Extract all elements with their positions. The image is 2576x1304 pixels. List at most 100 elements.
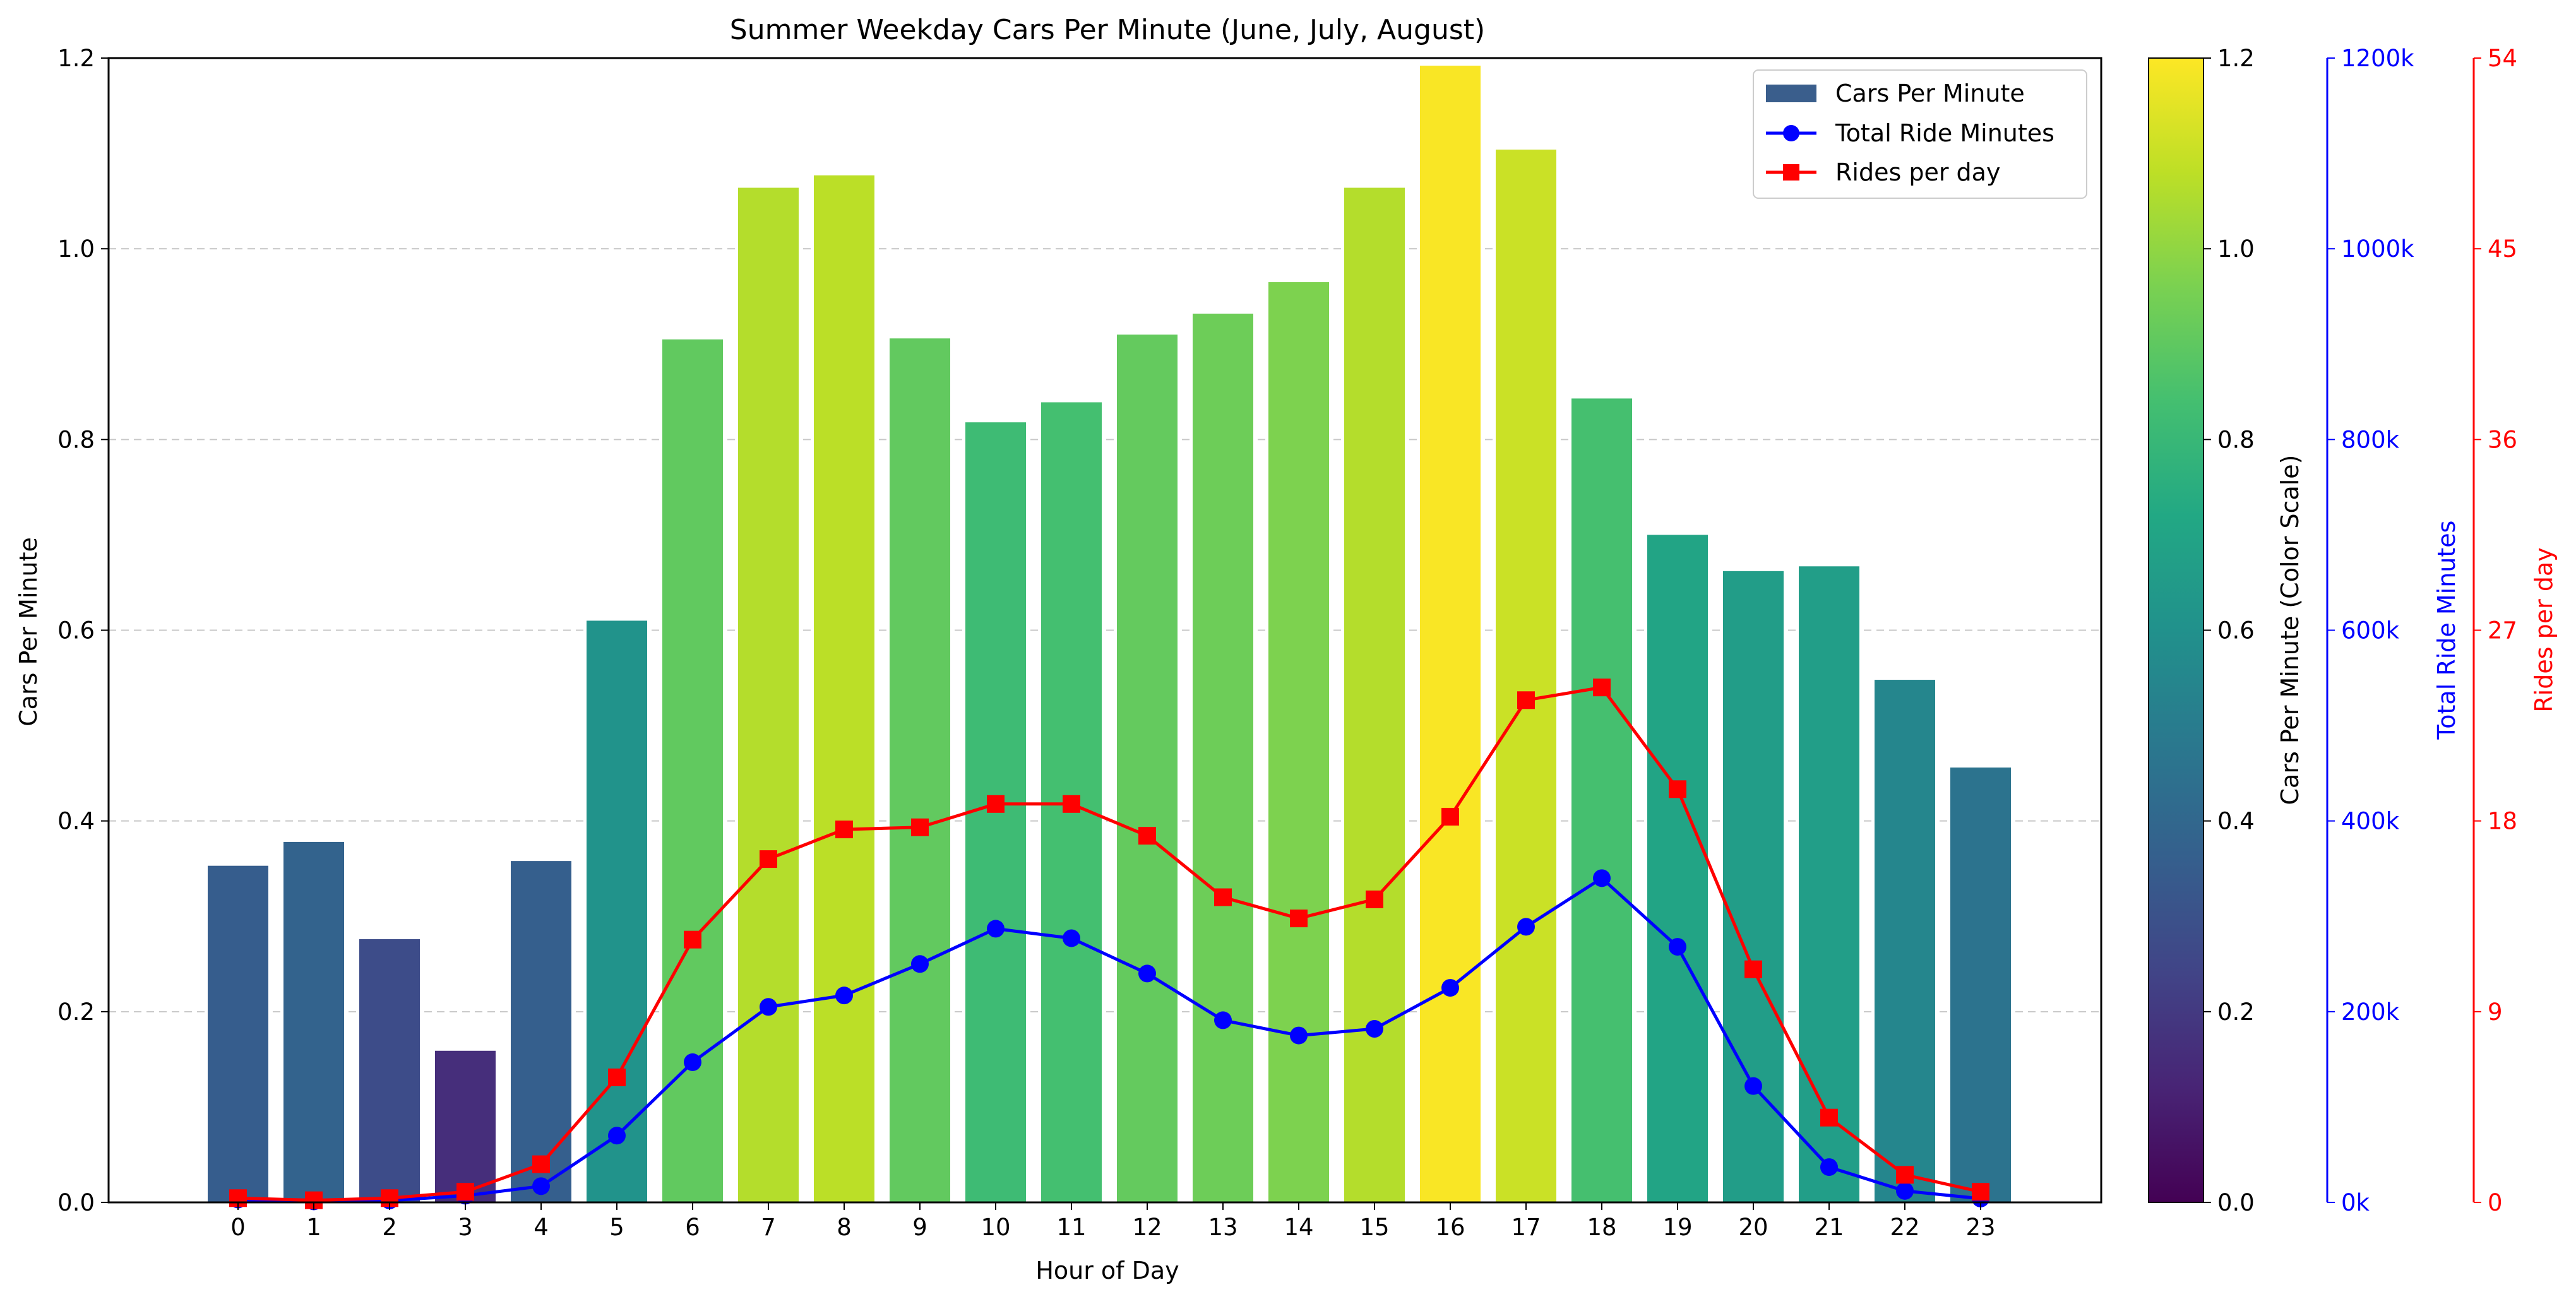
point — [1820, 1108, 1838, 1127]
x-tick-label: 10 — [981, 1214, 1010, 1241]
bar — [1420, 66, 1481, 1202]
point — [1744, 1077, 1762, 1095]
point — [1290, 910, 1308, 928]
bar — [890, 338, 950, 1202]
x-axis-label: Hour of Day — [1035, 1257, 1179, 1284]
rides-per-day-axis-tick-label: 0 — [2488, 1189, 2503, 1216]
legend-box — [1753, 69, 2087, 199]
legend-label-total-ride-minutes: Total Ride Minutes — [1835, 119, 2054, 147]
y-axis: 0.0 0.2 0.4 0.6 0.8 1.0 1.2 — [57, 45, 109, 1216]
point — [1593, 679, 1611, 697]
point — [1063, 795, 1080, 813]
x-tick-label: 2 — [382, 1214, 397, 1241]
point — [760, 850, 777, 868]
y-tick-label: 0.4 — [57, 808, 95, 835]
x-tick-label: 3 — [458, 1214, 473, 1241]
x-tick-label: 17 — [1511, 1214, 1541, 1241]
point — [1896, 1182, 1914, 1200]
colorbar-tick-label: 0.4 — [2217, 808, 2255, 835]
point — [987, 920, 1005, 938]
x-tick-label: 20 — [1738, 1214, 1768, 1241]
x-tick-label: 13 — [1208, 1214, 1237, 1241]
point — [835, 821, 853, 839]
y-tick-label: 0.2 — [57, 999, 95, 1026]
x-tick-label: 19 — [1662, 1214, 1692, 1241]
point — [608, 1068, 626, 1086]
colorbar-tick-label: 0.2 — [2217, 999, 2255, 1026]
bar — [1875, 680, 1935, 1202]
bar — [587, 620, 647, 1202]
point — [608, 1127, 626, 1145]
bar — [1268, 282, 1329, 1202]
bars — [208, 66, 2011, 1203]
point — [1517, 918, 1535, 936]
point — [1669, 780, 1686, 798]
point — [1063, 929, 1080, 947]
y-tick-label: 1.2 — [57, 45, 95, 72]
point — [532, 1155, 550, 1173]
bar — [1344, 187, 1405, 1202]
point — [684, 930, 701, 949]
y-axis-label: Cars Per Minute — [15, 537, 42, 726]
bar — [1950, 768, 2011, 1202]
x-tick-label: 23 — [1965, 1214, 1995, 1241]
point — [1972, 1183, 1989, 1201]
legend: Cars Per Minute Total Ride Minutes Rides… — [1753, 69, 2087, 199]
colorbar-tick-label: 0.8 — [2217, 426, 2255, 453]
x-tick-label: 8 — [837, 1214, 852, 1241]
x-tick-label: 6 — [685, 1214, 700, 1241]
bar — [435, 1050, 496, 1202]
total-ride-minutes-axis-tick-label: 600k — [2341, 617, 2400, 644]
total-ride-minutes-axis-tick-label: 1200k — [2341, 45, 2414, 72]
x-tick-label: 4 — [534, 1214, 549, 1241]
total-ride-minutes-axis-tick-label: 800k — [2341, 426, 2400, 453]
point — [1138, 827, 1156, 845]
bar — [1193, 313, 1253, 1202]
point — [835, 987, 853, 1005]
bar — [1496, 150, 1556, 1202]
rides-per-day-axis-tick-label: 27 — [2488, 617, 2517, 644]
bar — [814, 175, 874, 1202]
point — [1744, 960, 1762, 978]
y-tick-label: 0.6 — [57, 617, 95, 644]
point — [1366, 1020, 1383, 1038]
x-tick-label: 21 — [1814, 1214, 1844, 1241]
x-tick-label: 14 — [1284, 1214, 1313, 1241]
point — [1593, 869, 1611, 887]
chart-title: Summer Weekday Cars Per Minute (June, Ju… — [730, 14, 1485, 46]
point — [684, 1053, 701, 1071]
bar — [511, 861, 571, 1202]
colorbar-label: Cars Per Minute (Color Scale) — [2276, 454, 2304, 805]
colorbar: 0.0 0.2 0.4 0.6 0.8 1.0 1.2 Cars Per Minute (C… — [2148, 45, 2304, 1216]
x-tick-label: 11 — [1056, 1214, 1086, 1241]
x-tick-label: 0 — [230, 1214, 246, 1241]
bar — [283, 841, 344, 1202]
point — [987, 795, 1005, 813]
rides-per-day-axis-tick-label: 45 — [2488, 235, 2517, 263]
legend-marker-total-ride-minutes — [1783, 125, 1799, 141]
bar — [359, 939, 420, 1202]
point — [1138, 964, 1156, 983]
series-line — [237, 876, 1981, 1203]
legend-label-cars-per-minute: Cars Per Minute — [1835, 80, 2025, 107]
x-tick-label: 7 — [761, 1214, 776, 1241]
series-line — [237, 685, 1981, 1202]
x-tick-label: 18 — [1587, 1214, 1616, 1241]
rides-per-day-axis-label: Rides per day — [2530, 547, 2558, 712]
point — [1441, 979, 1459, 997]
x-axis: 0 1 2 3 4 5 6 7 8 9 10 11 12 13 14 15 16 17 18 19 20 21 22 23 — [230, 1202, 1996, 1241]
rides-per-day-axis-tick-label: 9 — [2488, 999, 2503, 1026]
total-ride-minutes-axis: 0k 200k 400k 600k 800k 1000k 1200k Total Ride … — [2326, 45, 2460, 1216]
x-tick-label: 22 — [1890, 1214, 1919, 1241]
y-tick-label: 1.0 — [57, 235, 95, 263]
colorbar-tick-label: 0.0 — [2217, 1189, 2255, 1216]
point — [1441, 807, 1459, 826]
rides-per-day-axis-tick-label: 54 — [2488, 45, 2517, 72]
bar — [1571, 398, 1632, 1203]
total-ride-minutes-axis-tick-label: 1000k — [2341, 235, 2414, 263]
point — [1214, 888, 1232, 906]
x-tick-label: 12 — [1132, 1214, 1162, 1241]
y-tick-label: 0.0 — [57, 1189, 95, 1216]
bar — [1117, 335, 1178, 1203]
